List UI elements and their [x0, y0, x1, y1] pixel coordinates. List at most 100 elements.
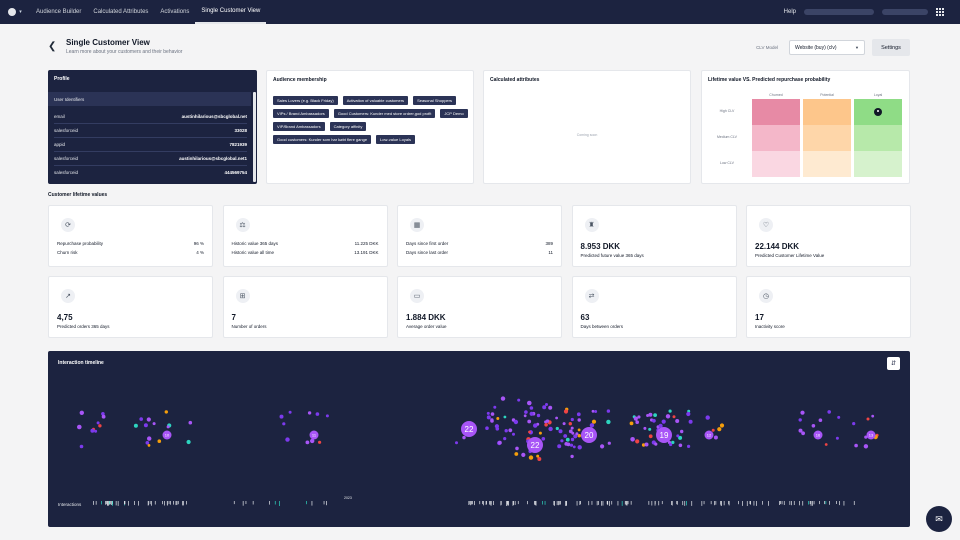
interaction-dot[interactable] — [517, 398, 521, 402]
chat-icon[interactable]: ✉ — [926, 506, 952, 532]
back-arrow-icon[interactable]: ❮ — [48, 41, 57, 52]
tab-audience-builder[interactable]: Audience Builder — [36, 9, 82, 15]
interaction-dot[interactable] — [607, 441, 611, 445]
interaction-dot[interactable] — [798, 428, 803, 433]
interaction-dot[interactable] — [653, 413, 657, 417]
interaction-cluster[interactable] — [309, 430, 319, 440]
interaction-dot[interactable] — [835, 436, 839, 440]
interaction-dot[interactable] — [500, 396, 506, 401]
interaction-cluster[interactable] — [813, 430, 823, 440]
interaction-dot[interactable] — [568, 429, 573, 434]
interaction-dot[interactable] — [818, 418, 823, 422]
interaction-dot[interactable] — [594, 410, 598, 413]
interaction-cluster[interactable] — [527, 437, 543, 453]
interaction-cluster[interactable] — [656, 427, 672, 443]
interaction-dot[interactable] — [630, 437, 635, 442]
interaction-dot[interactable] — [570, 437, 575, 442]
interaction-dot[interactable] — [486, 415, 491, 420]
interaction-dot[interactable] — [555, 426, 559, 431]
filter-icon[interactable]: ⇵ — [887, 357, 900, 370]
apps-grid-icon[interactable] — [936, 8, 944, 16]
interaction-dot[interactable] — [676, 434, 680, 438]
interaction-dot[interactable] — [521, 452, 526, 457]
interaction-dot[interactable] — [827, 410, 831, 414]
interaction-dot[interactable] — [688, 419, 693, 424]
interaction-dot[interactable] — [146, 417, 151, 422]
interaction-dot[interactable] — [318, 440, 322, 444]
interaction-dot[interactable] — [537, 457, 542, 461]
interaction-dot[interactable] — [79, 444, 84, 449]
interaction-dot[interactable] — [672, 415, 676, 419]
interaction-dot[interactable] — [577, 445, 582, 450]
profile-scrollbar[interactable] — [253, 92, 256, 182]
interaction-dot[interactable] — [508, 428, 513, 433]
interaction-dot[interactable] — [513, 419, 519, 425]
interaction-dot[interactable] — [562, 422, 566, 426]
interaction-dot[interactable] — [305, 440, 310, 445]
interaction-dot[interactable] — [569, 443, 574, 447]
settings-button[interactable]: Settings — [872, 39, 910, 56]
interaction-dot[interactable] — [680, 429, 684, 434]
interaction-dot[interactable] — [147, 444, 151, 447]
interaction-dot[interactable] — [545, 403, 548, 406]
interaction-dot[interactable] — [648, 427, 652, 431]
interaction-dot[interactable] — [575, 432, 579, 436]
interaction-dot[interactable] — [637, 415, 641, 419]
interaction-dot[interactable] — [635, 439, 640, 444]
interaction-dot[interactable] — [307, 411, 312, 415]
tab-calculated-attributes[interactable]: Calculated Attributes — [93, 9, 149, 15]
interaction-dot[interactable] — [576, 412, 581, 417]
interaction-cluster[interactable] — [461, 421, 477, 437]
audience-pill[interactable]: Good Customers: Kunder med store ordrer,… — [333, 109, 436, 118]
interaction-dot[interactable] — [538, 431, 542, 435]
interaction-dot[interactable] — [96, 421, 100, 425]
interaction-dot[interactable] — [591, 409, 595, 413]
interaction-dot[interactable] — [166, 425, 170, 429]
interaction-dot[interactable] — [866, 417, 870, 421]
interaction-dot[interactable] — [629, 421, 634, 426]
interaction-dot[interactable] — [557, 444, 562, 449]
interaction-cluster[interactable] — [162, 430, 172, 440]
interaction-dot[interactable] — [800, 410, 805, 415]
interaction-dot[interactable] — [541, 437, 546, 441]
interaction-dot[interactable] — [646, 414, 650, 417]
interaction-dot[interactable] — [577, 428, 581, 432]
interaction-dot[interactable] — [669, 442, 673, 447]
interaction-dot[interactable] — [852, 422, 856, 426]
interaction-dot[interactable] — [77, 424, 82, 430]
interaction-dot[interactable] — [648, 434, 653, 439]
audience-pill[interactable]: VIPs / Brand Ambassadors — [273, 109, 329, 118]
interaction-dot[interactable] — [325, 414, 329, 418]
interaction-dot[interactable] — [542, 405, 547, 410]
interaction-dot[interactable] — [503, 415, 507, 419]
interaction-dot[interactable] — [533, 423, 538, 428]
interaction-dot[interactable] — [635, 420, 639, 424]
interaction-dot[interactable] — [711, 428, 715, 432]
interaction-dot[interactable] — [577, 418, 581, 422]
interaction-dot[interactable] — [719, 423, 725, 428]
interaction-dot[interactable] — [573, 434, 578, 439]
interaction-dot[interactable] — [661, 419, 666, 424]
interaction-dot[interactable] — [558, 429, 563, 434]
interaction-dot[interactable] — [527, 419, 532, 424]
interaction-dot[interactable] — [577, 434, 581, 438]
interaction-dot[interactable] — [527, 400, 532, 406]
interaction-dot[interactable] — [101, 412, 105, 416]
interaction-dot[interactable] — [644, 442, 649, 447]
interaction-dot[interactable] — [164, 410, 168, 414]
interaction-dot[interactable] — [654, 442, 658, 446]
interaction-dot[interactable] — [143, 423, 148, 428]
interaction-dot[interactable] — [641, 443, 646, 447]
interaction-dot[interactable] — [101, 414, 106, 419]
interaction-dot[interactable] — [798, 418, 802, 422]
interaction-dot[interactable] — [570, 454, 574, 459]
interaction-cluster[interactable] — [581, 427, 597, 443]
user-name-redacted[interactable] — [882, 9, 928, 15]
app-logo[interactable]: ▾ — [0, 0, 30, 24]
interaction-dot[interactable] — [671, 440, 675, 445]
interaction-dot[interactable] — [288, 410, 292, 414]
interaction-dot[interactable] — [560, 439, 564, 443]
interaction-dot[interactable] — [528, 455, 534, 460]
help-link[interactable]: Help — [783, 9, 796, 15]
audience-pill[interactable]: JCP Demo — [440, 109, 468, 118]
